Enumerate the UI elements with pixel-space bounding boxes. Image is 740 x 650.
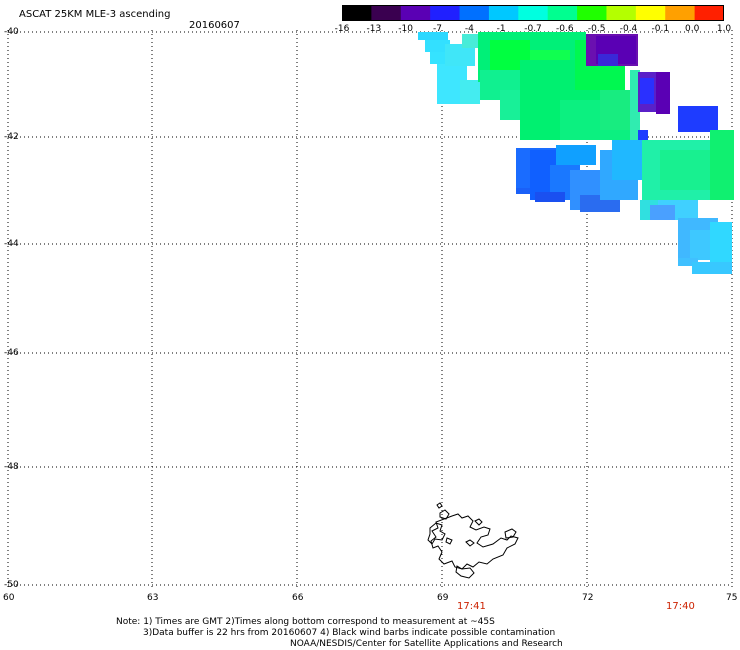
data-cell: [710, 222, 732, 262]
pass-time-right: 17:40: [666, 601, 695, 612]
lat-label-48: -48: [4, 462, 19, 472]
colorbar-segment: [665, 5, 696, 21]
colorbar-segment: [547, 5, 578, 21]
lon-label-63: 63: [147, 593, 159, 603]
data-cell: [425, 40, 450, 52]
lon-label-72: 72: [582, 593, 594, 603]
data-cell: [692, 262, 732, 274]
colorbar-tick-label: -0.7: [524, 24, 542, 34]
data-cell: [535, 192, 565, 202]
data-cell: [710, 130, 734, 200]
data-cell: [678, 258, 698, 266]
data-cell: [638, 130, 648, 140]
colorbar-segment: [577, 5, 608, 21]
colorbar: [342, 5, 724, 21]
lat-label-42: -42: [4, 132, 19, 142]
data-cell: [650, 205, 675, 220]
colorbar-tick-label: -7: [433, 24, 442, 34]
colorbar-tick-label: -16: [334, 24, 350, 34]
colorbar-segment: [430, 5, 461, 21]
colorbar-tick-label: 0.0: [684, 24, 700, 34]
data-cell: [656, 72, 670, 114]
wind-data-swath: [418, 32, 734, 274]
lon-label-69: 69: [437, 593, 449, 603]
colorbar-segment: [635, 5, 666, 21]
note-line-3: NOAA/NESDIS/Center for Satellite Applica…: [290, 639, 563, 649]
note-line-2: 3)Data buffer is 22 hrs from 20160607 4)…: [143, 628, 556, 638]
colorbar-frame: [342, 5, 724, 21]
lat-label-44: -44: [4, 239, 19, 249]
colorbar-segment: [606, 5, 637, 21]
colorbar-tick-label: -4: [464, 24, 474, 34]
data-cell: [630, 70, 640, 140]
lat-label-40: -40: [4, 27, 19, 37]
data-cell: [460, 80, 480, 104]
data-cell: [678, 106, 718, 132]
lon-label-66: 66: [292, 593, 304, 603]
data-cell: [418, 32, 448, 40]
colorbar-tick-label: -0.4: [619, 24, 638, 34]
colorbar-tick-label: -0.1: [651, 24, 670, 34]
data-cell: [640, 78, 654, 104]
colorbar-tick-label: -1: [496, 24, 506, 34]
colorbar-tick-label: -13: [366, 24, 382, 34]
lon-label-60: 60: [3, 593, 15, 603]
lon-label-75: 75: [726, 593, 738, 603]
colorbar-tick-label: -0.5: [587, 24, 606, 34]
product-date: 20160607: [189, 20, 240, 31]
colorbar-segment: [400, 5, 431, 21]
lat-label-46: -46: [4, 348, 19, 358]
colorbar-tick-label: 1.0: [716, 24, 732, 34]
colorbar-tick-label: -0.6: [556, 24, 574, 34]
kerguelen-island-outline: [427, 502, 519, 579]
graticule: [7, 30, 733, 590]
product-title: ASCAT 25KM MLE-3 ascending: [19, 9, 171, 20]
pass-time-left: 17:41: [457, 601, 486, 612]
data-cell: [516, 188, 536, 194]
data-cell: [598, 54, 618, 66]
data-cell: [445, 44, 475, 66]
colorbar-segment: [518, 5, 549, 21]
data-cell: [612, 140, 642, 180]
data-cell: [462, 34, 482, 48]
lat-label-50: -50: [4, 580, 19, 590]
colorbar-segment: [459, 5, 490, 21]
data-cell: [556, 145, 596, 165]
note-line-1: Note: 1) Times are GMT 2)Times along bot…: [116, 617, 495, 627]
colorbar-segment: [488, 5, 519, 21]
colorbar-segment: [371, 5, 402, 21]
colorbar-segment: [694, 5, 724, 21]
colorbar-segment: [342, 5, 372, 21]
colorbar-tick-label: -10: [398, 24, 414, 34]
